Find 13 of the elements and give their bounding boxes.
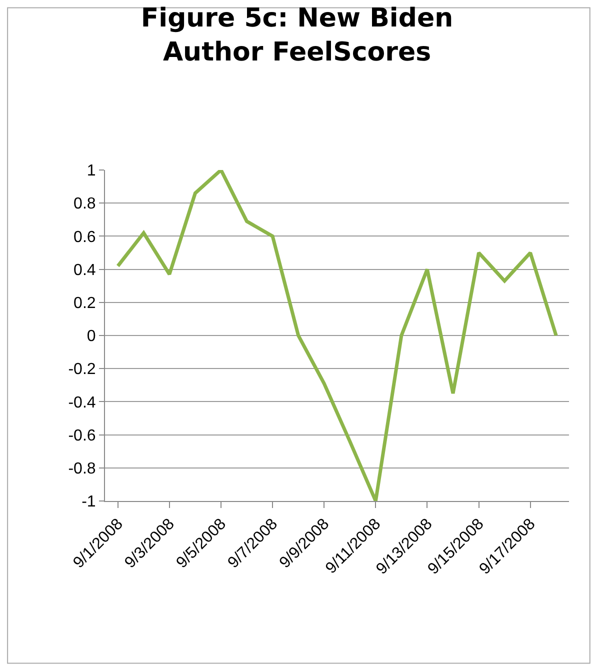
y-tick-label: -0.4 [68, 394, 96, 412]
y-tick-label: 1 [86, 162, 96, 180]
y-tick-label: 0 [86, 328, 96, 346]
y-tick-label: 0.2 [74, 295, 96, 312]
y-tick-label: -1 [82, 494, 96, 511]
chart-title: Figure 5c: New Biden Author FeelScores [140, 4, 454, 68]
y-tick-label: -0.6 [68, 427, 96, 444]
line-series [116, 170, 558, 501]
y-tick-label: 0.8 [74, 196, 96, 213]
y-tick-label: 0.6 [74, 228, 96, 246]
y-tick-label: -0.8 [68, 460, 96, 478]
y-tick-label: -0.2 [68, 361, 96, 378]
y-tick-label: 0.4 [74, 262, 96, 279]
